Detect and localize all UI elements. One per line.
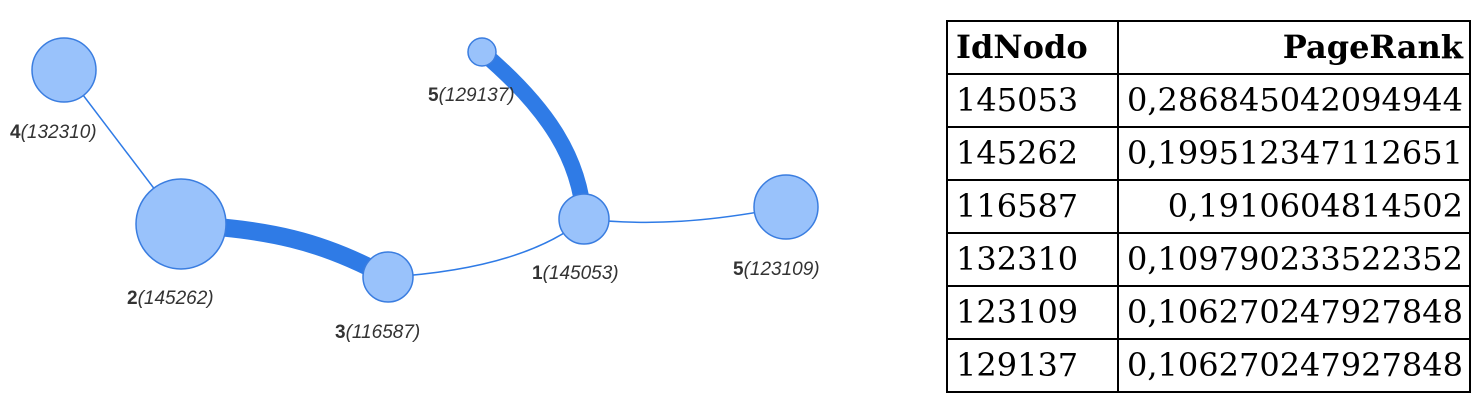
header-pagerank: PageRank [1117, 20, 1471, 75]
cell-idnodo: 145262 [946, 126, 1119, 181]
cell-idnodo: 116587 [946, 179, 1119, 234]
cell-pagerank: 0,1910604814502 [1117, 179, 1471, 234]
node-3 [362, 251, 414, 303]
node-4 [31, 37, 97, 103]
node-label-5b: 5(123109) [733, 259, 820, 280]
node-1 [558, 193, 610, 245]
node-label-5a: 5(129137) [428, 85, 515, 106]
cell-idnodo: 145053 [946, 73, 1119, 128]
table-row: 132310 0,109790233522352 [946, 232, 1471, 287]
table-row: 129137 0,106270247927848 [946, 338, 1471, 393]
cell-pagerank: 0,106270247927848 [1117, 338, 1471, 393]
cell-idnodo: 123109 [946, 285, 1119, 340]
pagerank-table: IdNodo PageRank 145053 0,286845042094944… [946, 20, 1471, 393]
node-5a [467, 37, 497, 67]
table-row: 123109 0,106270247927848 [946, 285, 1471, 340]
edge-1-5a [476, 45, 592, 220]
node-label-1: 1(145053) [532, 263, 619, 284]
header-idnodo: IdNodo [946, 20, 1119, 75]
table-header-row: IdNodo PageRank [946, 20, 1471, 75]
table-row: 116587 0,1910604814502 [946, 179, 1471, 234]
node-label-4: 4(132310) [10, 122, 97, 143]
cell-idnodo: 129137 [946, 338, 1119, 393]
cell-pagerank: 0,109790233522352 [1117, 232, 1471, 287]
node-2 [135, 178, 227, 270]
node-5b [753, 174, 819, 240]
table-row: 145262 0,199512347112651 [946, 126, 1471, 181]
node-label-2: 2(145262) [127, 288, 214, 309]
cell-idnodo: 132310 [946, 232, 1119, 287]
cell-pagerank: 0,199512347112651 [1117, 126, 1471, 181]
cell-pagerank: 0,106270247927848 [1117, 285, 1471, 340]
cell-pagerank: 0,286845042094944 [1117, 73, 1471, 128]
table-row: 145053 0,286845042094944 [946, 73, 1471, 128]
node-label-3: 3(116587) [335, 322, 420, 343]
network-graph: 4(132310) 2(145262) 3(116587) 1(145053) … [10, 37, 820, 343]
